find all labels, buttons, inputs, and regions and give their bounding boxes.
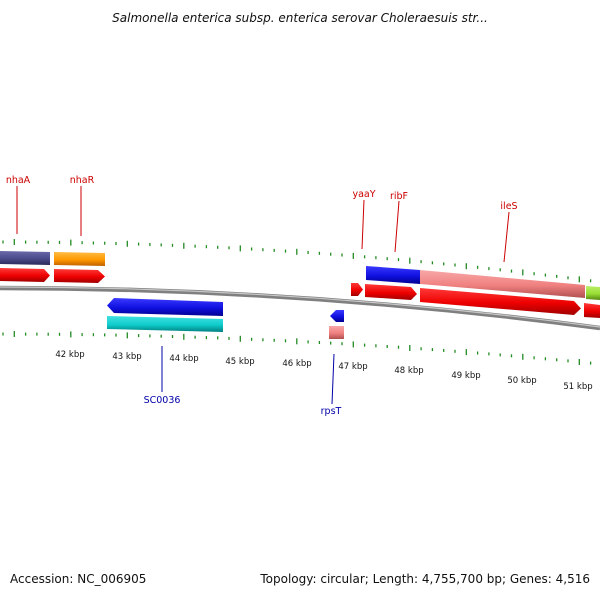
gene-feature-lime-region[interactable] xyxy=(586,286,600,300)
cds-arrow-ribF[interactable] xyxy=(365,284,417,300)
scale-label-43kbp: 43 kbp xyxy=(112,352,141,362)
cds-arrow-next[interactable] xyxy=(584,303,600,318)
leader-line-rpsT xyxy=(331,353,335,405)
top-tick-row xyxy=(2,239,592,283)
gene-feature-ileS-region[interactable] xyxy=(420,270,585,298)
scale-label-50kbp: 50 kbp xyxy=(507,376,536,386)
gene-feature-nhaA-region[interactable] xyxy=(0,251,50,265)
gene-feature-SC0036[interactable] xyxy=(107,316,223,332)
leader-line-yaaY xyxy=(361,199,365,250)
scale-label-47kbp: 47 kbp xyxy=(338,362,367,372)
scale-label-44kbp: 44 kbp xyxy=(169,354,198,364)
chromosome-backbone-highlight xyxy=(0,286,600,328)
bottom-tick-row xyxy=(2,331,592,365)
leader-line-ribF xyxy=(394,200,400,253)
cds-arrow-nhaR[interactable] xyxy=(54,269,105,283)
map-title: Salmonella enterica subsp. enterica sero… xyxy=(112,11,488,25)
gene-label-yaaY[interactable]: yaaY xyxy=(352,189,375,200)
leader-line-ileS xyxy=(503,211,510,263)
gene-label-nhaR[interactable]: nhaR xyxy=(70,175,95,186)
gene-feature-nhaR-region[interactable] xyxy=(54,252,105,266)
cds-arrow-ileS[interactable] xyxy=(420,288,581,315)
chromosome-backbone xyxy=(0,285,600,331)
scale-label-49kbp: 49 kbp xyxy=(451,371,480,381)
gene-feature-yaaY-region[interactable] xyxy=(366,266,420,284)
topology-summary: Topology: circular; Length: 4,755,700 bp… xyxy=(260,572,590,586)
cds-arrow-yaaY[interactable] xyxy=(351,283,363,296)
gene-label-nhaA[interactable]: nhaA xyxy=(6,175,31,186)
scale-label-42kbp: 42 kbp xyxy=(55,350,84,360)
gene-label-rpsT[interactable]: rpsT xyxy=(321,406,342,417)
cds-arrow-SC0036[interactable] xyxy=(107,298,223,316)
scale-label-51kbp: 51 kbp xyxy=(563,382,592,392)
scale-label-46kbp: 46 kbp xyxy=(282,359,311,369)
scale-label-48kbp: 48 kbp xyxy=(394,366,423,376)
gene-label-ribF[interactable]: ribF xyxy=(390,191,408,202)
gene-label-SC0036[interactable]: SC0036 xyxy=(144,395,181,406)
scale-label-45kbp: 45 kbp xyxy=(225,357,254,367)
gene-feature-rpsT[interactable] xyxy=(329,326,344,339)
accession-text: Accession: NC_006905 xyxy=(10,572,147,586)
cds-arrow-rpsT[interactable] xyxy=(330,310,344,322)
gene-label-ileS[interactable]: ileS xyxy=(500,201,517,212)
cds-arrow-nhaA[interactable] xyxy=(0,268,50,282)
